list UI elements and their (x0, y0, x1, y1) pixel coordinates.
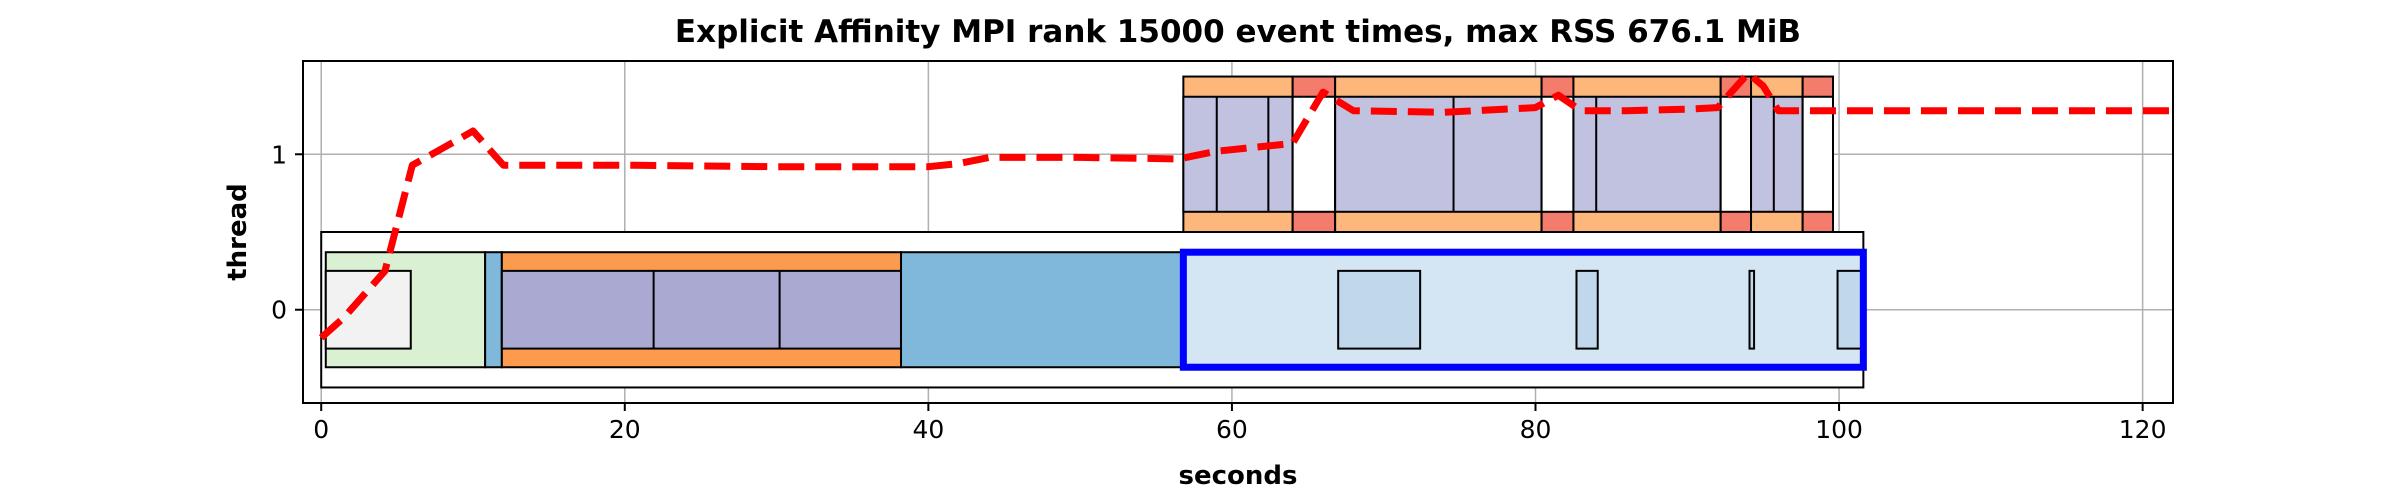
chart-title: Explicit Affinity MPI rank 15000 event t… (675, 14, 1801, 50)
event-block (1337, 269, 1422, 350)
event-block (1801, 95, 1834, 213)
y-tick-label: 0 (271, 296, 287, 325)
x-tick-label: 0 (313, 415, 329, 444)
highlight-box (1179, 248, 1867, 371)
x-axis-label: seconds (1179, 461, 1298, 491)
event-block (1182, 251, 1865, 369)
event-block (500, 269, 903, 350)
rss-line (318, 69, 2173, 341)
x-tick-label: 80 (1520, 415, 1552, 444)
y-axis-label: thread (223, 183, 253, 281)
x-tick-label: 100 (1815, 415, 1863, 444)
x-tick-label: 60 (1216, 415, 1248, 444)
event-block (1836, 269, 1865, 350)
x-tick-label: 40 (912, 415, 944, 444)
y-tick-label: 1 (271, 140, 287, 169)
event-block (1719, 95, 1753, 213)
event-blocks (320, 75, 1867, 389)
axis-ticks: 0 20 40 60 80 100 120 0 1 (271, 140, 2166, 444)
x-tick-label: 120 (2119, 415, 2167, 444)
rss-line-layer (318, 69, 2173, 341)
event-block (1334, 95, 1543, 213)
event-block (484, 251, 503, 369)
x-tick-label: 20 (609, 415, 641, 444)
event-block (1575, 269, 1599, 350)
event-block (1748, 269, 1756, 350)
event-block (1291, 95, 1337, 213)
event-block (324, 269, 412, 350)
event-block (1572, 95, 1722, 213)
plot-frame (302, 60, 2174, 404)
event-block (1750, 95, 1804, 213)
event-block (1540, 95, 1575, 213)
event-block (900, 251, 1185, 369)
